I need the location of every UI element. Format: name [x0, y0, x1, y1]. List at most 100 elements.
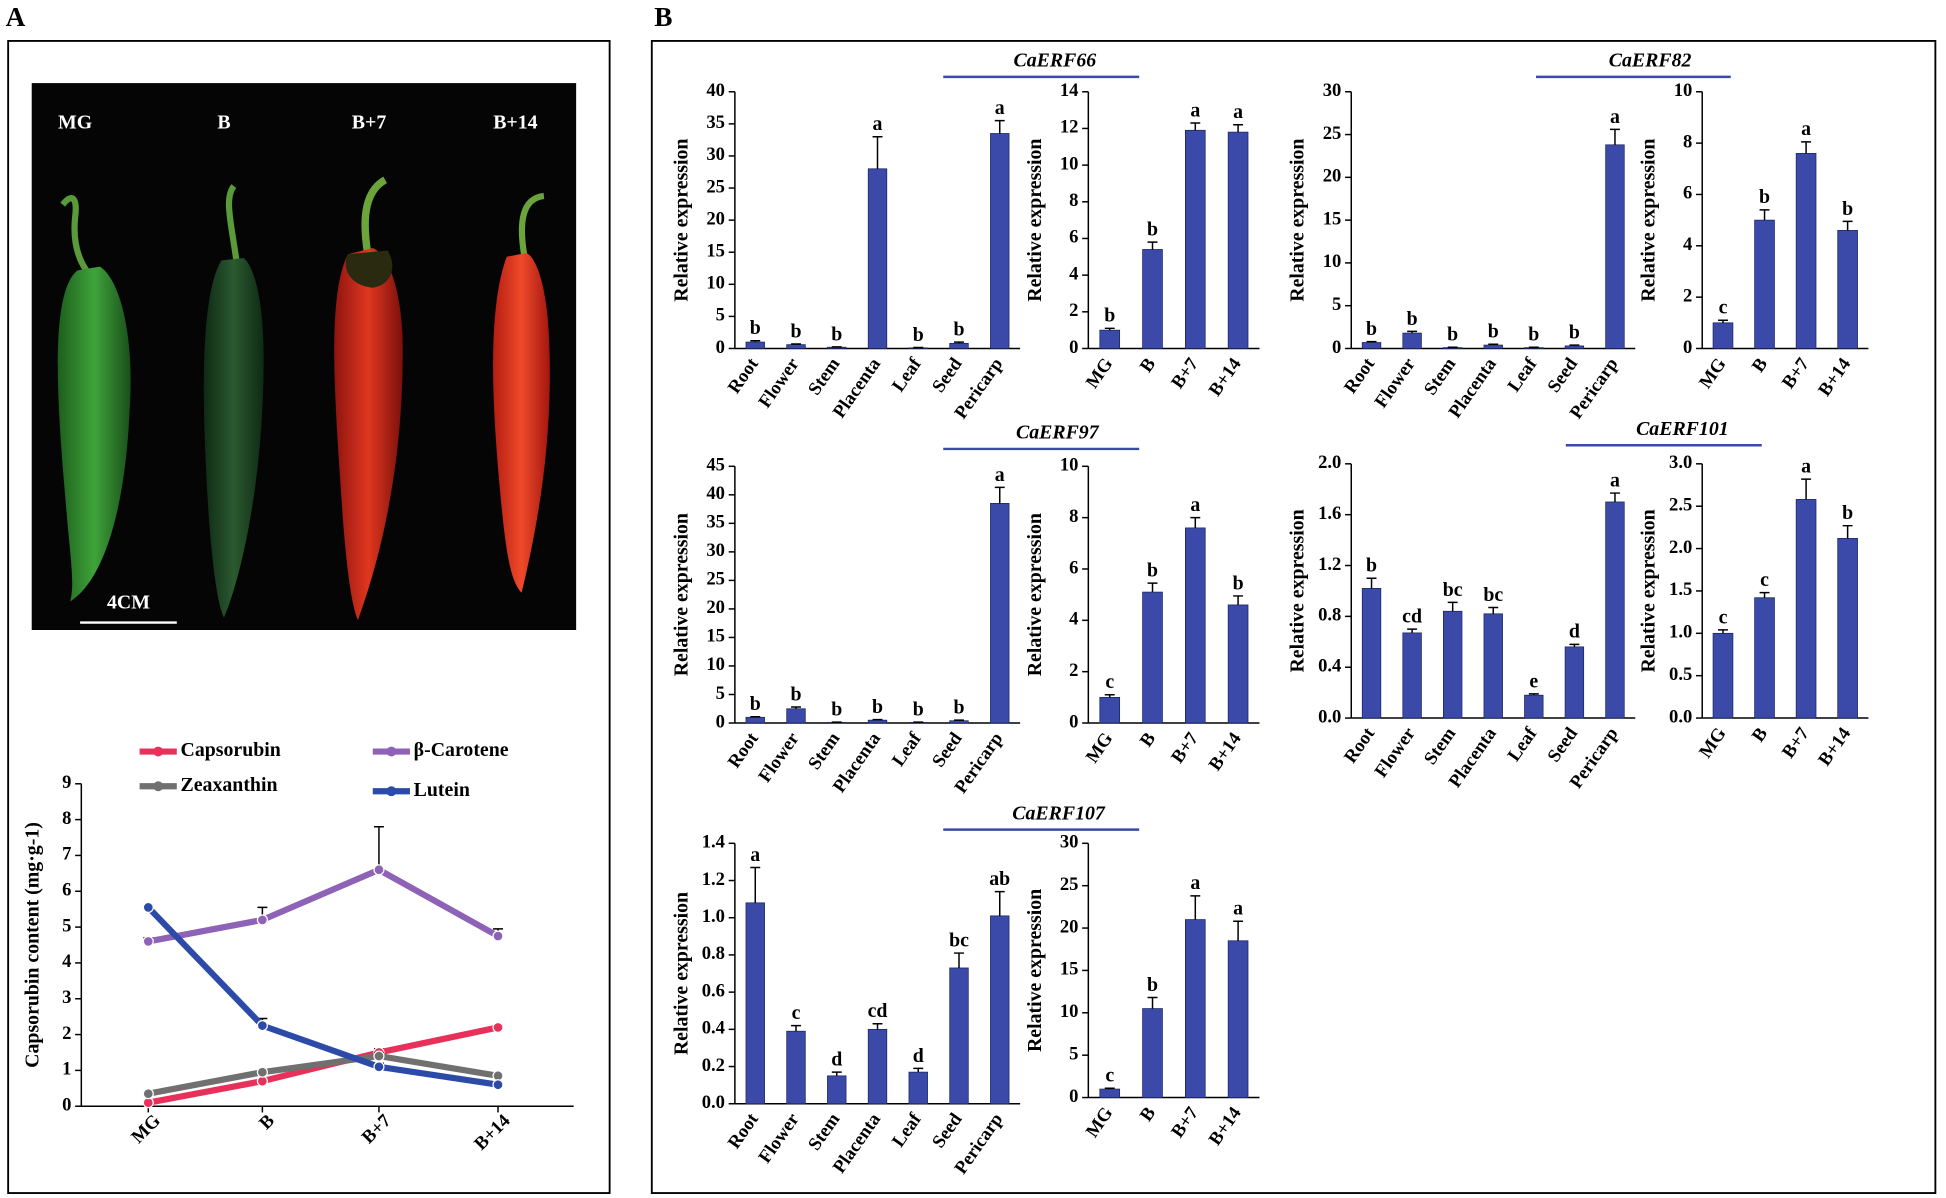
error-bar: [1147, 241, 1158, 250]
legend-label: β-Carotene: [414, 739, 509, 761]
bar: [949, 967, 969, 1105]
y-tick-label: 0.0: [702, 1092, 725, 1113]
error-bar: [1190, 516, 1201, 528]
significance-letter: b: [750, 693, 761, 715]
bar: [1227, 131, 1249, 349]
y-tick-label: 0.4: [702, 1018, 725, 1039]
significance-letter: b: [1366, 555, 1377, 577]
y-axis-label: Relative expression: [1024, 139, 1046, 302]
y-tick-label: 3: [62, 987, 71, 1008]
significance-letter: cd: [1402, 605, 1422, 627]
bar: [1483, 344, 1503, 349]
y-axis-label: Capsorubin content (mg·g-1): [22, 822, 44, 1068]
error-bar: [954, 719, 964, 721]
y-tick-label: 0.4: [1318, 655, 1341, 676]
y-tick-label: 4: [1069, 263, 1078, 284]
x-tick-label: Root: [724, 354, 764, 398]
significance-letter: a: [1610, 469, 1620, 491]
photo-label: B+14: [493, 112, 537, 134]
gene-title: CaERF97: [1016, 422, 1100, 444]
error-bar: [750, 866, 761, 903]
point: [142, 935, 154, 948]
significance-letter: a: [1801, 118, 1811, 140]
y-tick-label: 10: [706, 273, 725, 294]
significance-letter: b: [1147, 219, 1158, 241]
significance-letter: d: [1569, 621, 1580, 643]
error-bar: [1718, 319, 1728, 323]
photo-label: B: [217, 112, 230, 134]
bar: [1795, 499, 1817, 719]
significance-letter: b: [1104, 305, 1115, 327]
significance-letter: b: [1147, 974, 1158, 996]
y-tick-label: 9: [62, 772, 71, 793]
panel-b-frame: [650, 39, 1937, 1194]
y-tick-label: 0.8: [702, 943, 725, 964]
error-bar: [994, 486, 1005, 504]
y-tick-label: 8: [1683, 131, 1692, 152]
y-tick-label: 0: [1069, 337, 1078, 358]
y-tick-label: 5: [1069, 1043, 1078, 1064]
series-line: [146, 905, 499, 1088]
significance-letter: ab: [989, 868, 1010, 890]
y-tick-label: 0: [1069, 711, 1078, 732]
x-tick-label: Seed: [928, 354, 967, 397]
y-tick-label: 2: [1069, 660, 1078, 681]
bar: [990, 915, 1010, 1105]
significance-letter: bc: [1483, 584, 1503, 606]
significance-letter: a: [995, 464, 1005, 486]
legend-marker: [386, 746, 397, 757]
y-tick-label: 45: [706, 455, 725, 476]
x-tick-label: B: [1136, 1103, 1160, 1125]
gene-title: CaERF66: [1014, 50, 1097, 72]
bar: [1402, 332, 1422, 349]
significance-letter: a: [750, 844, 760, 866]
x-tick-label: Stem: [804, 728, 845, 773]
significance-letter: b: [953, 697, 964, 719]
x-tick-label: Stem: [804, 354, 845, 399]
legend-label: Lutein: [414, 779, 470, 801]
gene-title: CaERF107: [1012, 802, 1106, 824]
y-tick-label: 4: [1069, 609, 1078, 630]
y-tick-label: 25: [706, 569, 725, 590]
significance-letter: a: [873, 113, 883, 135]
significance-letter: a: [1610, 106, 1620, 128]
y-tick-label: 5: [716, 305, 725, 326]
significance-letter: c: [1719, 297, 1728, 319]
panel-label: B: [654, 2, 672, 32]
bar: [990, 133, 1010, 349]
y-tick-label: 10: [706, 654, 725, 675]
y-tick-label: 1.0: [702, 906, 725, 927]
x-tick-label: B+14: [1205, 354, 1246, 400]
scale-bar-label: 4CM: [107, 592, 150, 614]
x-tick-label: MG: [1082, 729, 1118, 767]
error-bar: [872, 718, 883, 721]
error-bar: [1759, 209, 1770, 221]
y-tick-label: 0: [716, 711, 725, 732]
bar: [1483, 613, 1503, 719]
y-tick-label: 20: [706, 208, 725, 229]
point: [142, 901, 154, 913]
y-tick-label: 20: [706, 597, 725, 618]
significance-letter: b: [831, 323, 842, 345]
error-bar: [750, 715, 761, 718]
y-axis-label: Relative expression: [1024, 889, 1046, 1052]
bar: [1754, 219, 1775, 349]
x-tick-label: Seed: [1543, 354, 1582, 397]
bar: [1402, 632, 1422, 719]
x-tick-label: B+14: [1205, 729, 1246, 775]
bar: [1754, 597, 1775, 719]
bar: [1361, 588, 1382, 719]
y-tick-label: 6: [1069, 227, 1078, 248]
y-axis-label: Relative expression: [670, 513, 692, 676]
significance-letter: b: [790, 320, 801, 342]
significance-letter: b: [1147, 559, 1158, 581]
error-bar: [1147, 996, 1158, 1009]
y-tick-label: 2: [1683, 285, 1692, 306]
panel-label: A: [6, 2, 26, 32]
y-tick-label: 8: [62, 808, 71, 829]
y-tick-label: 1.6: [1318, 503, 1341, 524]
error-bar: [1190, 895, 1201, 920]
y-axis-label: Relative expression: [1287, 509, 1309, 672]
x-tick-label: Stem: [804, 1109, 845, 1154]
